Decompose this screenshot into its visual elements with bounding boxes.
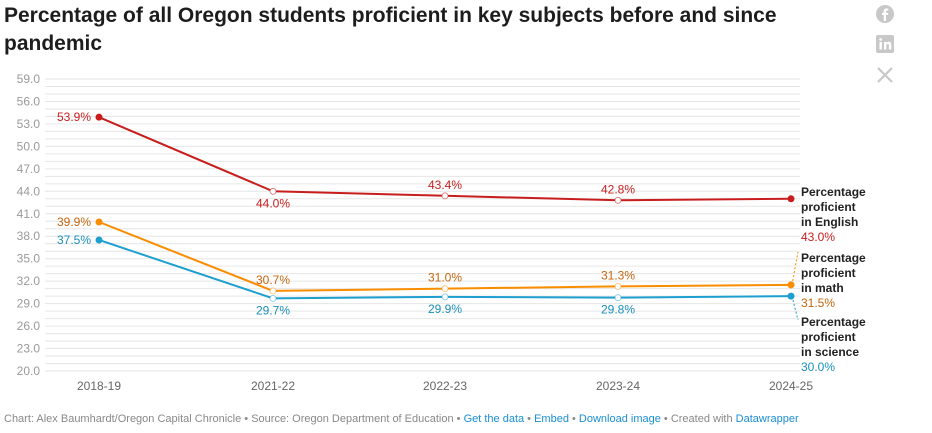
series-name-label: proficient: [801, 200, 856, 214]
data-point: [787, 195, 795, 203]
series-name-label: in English: [801, 215, 858, 229]
data-point: [441, 293, 449, 301]
end-value-label: 31.5%: [801, 296, 835, 310]
separator: •: [453, 413, 464, 425]
y-tick-label: 26.0: [17, 319, 41, 333]
y-tick-label: 23.0: [17, 342, 41, 356]
chart-title: Percentage of all Oregon students profic…: [4, 4, 777, 55]
data-point: [269, 187, 277, 195]
embed-link[interactable]: Embed: [534, 413, 569, 425]
data-point: [95, 113, 103, 121]
separator: •: [568, 413, 579, 425]
datawrapper-link[interactable]: Datawrapper: [735, 413, 799, 425]
end-value-label: 30.0%: [801, 360, 835, 374]
footer: Chart: Alex Baumhardt/Oregon Capital Chr…: [4, 413, 799, 425]
y-tick-label: 20.0: [17, 364, 41, 378]
x-tick-label: 2021-22: [251, 379, 295, 393]
connector-line: [791, 296, 799, 321]
data-point: [441, 192, 449, 200]
y-tick-label: 35.0: [17, 252, 41, 266]
y-tick-label: 50.0: [17, 139, 41, 153]
series-name-label: in math: [801, 281, 844, 295]
data-label: 29.8%: [601, 303, 635, 317]
y-tick-label: 53.0: [17, 117, 41, 131]
series-name-label: Percentage: [801, 315, 866, 329]
data-point: [614, 294, 622, 302]
separator: •: [241, 413, 252, 425]
x-tick-label: 2022-23: [423, 379, 467, 393]
y-tick-label: 47.0: [17, 162, 41, 176]
data-label: 31.0%: [428, 271, 462, 285]
data-label: 37.5%: [57, 233, 91, 247]
data-point: [787, 281, 795, 289]
data-label: 44.0%: [256, 196, 290, 210]
data-point: [787, 292, 795, 300]
data-label: 43.4%: [428, 178, 462, 192]
footer-source: Source: Oregon Department of Education: [251, 413, 454, 425]
data-point: [614, 196, 622, 204]
series-name-label: proficient: [801, 266, 856, 280]
y-tick-label: 32.0: [17, 274, 41, 288]
y-tick-label: 29.0: [17, 297, 41, 311]
footer-created: Created with: [670, 413, 733, 425]
x-tick-label: 2024-25: [769, 379, 813, 393]
data-point: [95, 218, 103, 226]
data-label: 29.9%: [428, 302, 462, 316]
data-point: [441, 285, 449, 293]
y-tick-label: 56.0: [17, 94, 41, 108]
data-point: [269, 287, 277, 295]
separator: •: [524, 413, 535, 425]
data-point: [269, 294, 277, 302]
x-tick-label: 2023-24: [596, 379, 640, 393]
data-label: 53.9%: [57, 110, 91, 124]
facebook-icon[interactable]: [874, 3, 896, 25]
series-name-label: in science: [801, 345, 859, 359]
y-tick-label: 38.0: [17, 229, 41, 243]
data-label: 39.9%: [57, 215, 91, 229]
data-label: 29.7%: [256, 303, 290, 317]
x-tick-label: 2018-19: [77, 379, 121, 393]
series-name-label: Percentage: [801, 185, 866, 199]
data-label: 42.8%: [601, 182, 635, 196]
y-tick-label: 41.0: [17, 207, 41, 221]
data-label: 30.7%: [256, 273, 290, 287]
series-name-label: proficient: [801, 330, 856, 344]
data-label: 31.3%: [601, 268, 635, 282]
x-icon[interactable]: [874, 64, 896, 86]
connector-line: [791, 251, 799, 285]
download-image-link[interactable]: Download image: [578, 413, 661, 425]
data-point: [95, 236, 103, 244]
end-value-label: 43.0%: [801, 230, 835, 244]
footer-credit: Chart: Alex Baumhardt/Oregon Capital Chr…: [4, 413, 242, 425]
data-point: [614, 282, 622, 290]
linkedin-icon[interactable]: [874, 33, 896, 55]
y-tick-label: 44.0: [17, 184, 41, 198]
y-tick-label: 59.0: [17, 72, 41, 86]
series-name-label: Percentage: [801, 251, 866, 265]
get-data-link[interactable]: Get the data: [463, 413, 525, 425]
separator: •: [660, 413, 671, 425]
